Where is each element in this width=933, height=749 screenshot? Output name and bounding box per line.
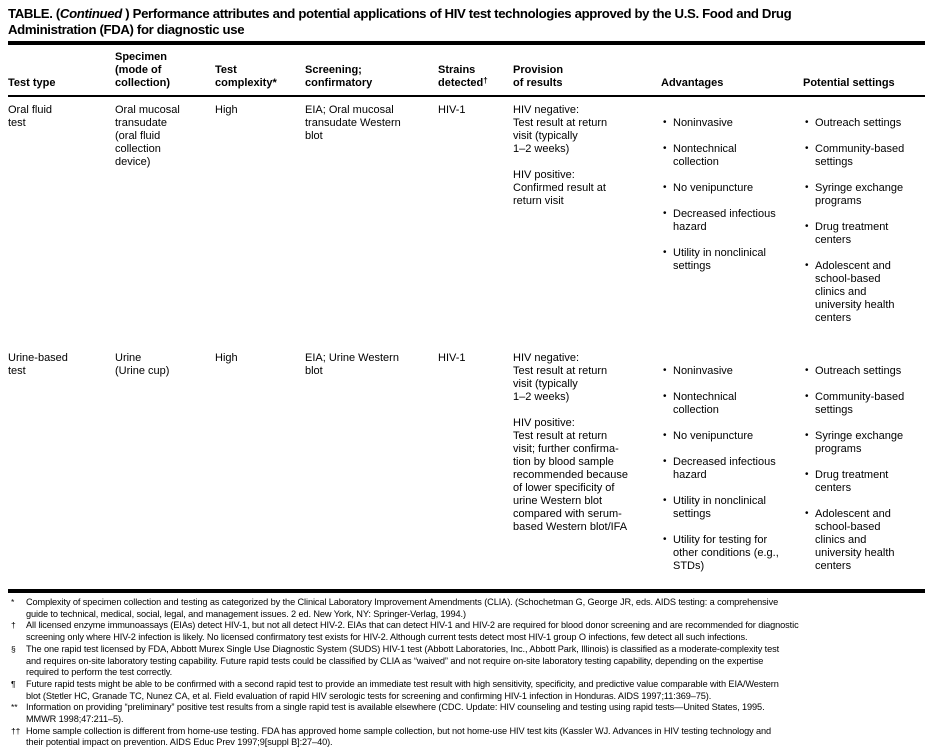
table-title: TABLE. (Continued ) Performance attribut… xyxy=(8,6,925,37)
column-header-advantages: Advantages xyxy=(661,77,724,89)
cell-specimen: Urine (Urine cup) xyxy=(115,352,170,377)
cell-strains-detected: HIV-1 xyxy=(438,104,466,116)
table-bottom-rule xyxy=(8,589,925,593)
cell-provision-of-results: HIV negative: Test result at return visi… xyxy=(513,104,608,207)
table-header-row: Test type Specimen (mode of collection) … xyxy=(8,51,925,95)
cell-advantages: Noninvasive Nontechnical collection No v… xyxy=(661,104,803,286)
advantage-item: Noninvasive xyxy=(661,116,797,130)
table-row-urine-based-test: Urine-based test Urine (Urine cup) High … xyxy=(8,338,925,586)
advantage-item: No venipuncture xyxy=(661,429,797,443)
setting-item: Syringe exchange programs xyxy=(803,181,919,208)
cell-test-type: Urine-based test xyxy=(8,352,68,377)
table-row-oral-fluid-test: Oral fluid test Oral mucosal transudate … xyxy=(8,97,925,338)
advantage-item: Utility for testing for other conditions… xyxy=(661,533,797,573)
footnote-marker: § xyxy=(11,643,16,654)
setting-item: Drug treatment centers xyxy=(803,468,919,495)
footnote-double-asterisk: ** Information on providing “preliminary… xyxy=(8,702,925,725)
setting-item: Syringe exchange programs xyxy=(803,429,919,456)
footnote-marker: ¶ xyxy=(11,678,16,689)
advantage-item: Noninvasive xyxy=(661,364,797,378)
advantage-item: No venipuncture xyxy=(661,181,797,195)
advantage-item: Nontechnical collection xyxy=(661,390,797,417)
setting-item: Adolescent and school-based clinics and … xyxy=(803,259,919,325)
footnote-section-mark: § The one rapid test licensed by FDA, Ab… xyxy=(8,644,925,679)
title-prefix: TABLE. ( xyxy=(8,6,60,21)
advantage-item: Utility in nonclinical settings xyxy=(661,246,797,273)
column-header-potential-settings: Potential settings xyxy=(803,77,895,89)
cell-strains-detected: HIV-1 xyxy=(438,352,466,364)
footnote-marker: ** xyxy=(11,702,18,713)
footnote-asterisk: * Complexity of specimen collection and … xyxy=(8,597,925,620)
footnote-text: Information on providing “preliminary” p… xyxy=(26,702,765,725)
advantage-item: Decreased infectious hazard xyxy=(661,207,797,234)
column-header-provision-of-results: Provision of results xyxy=(513,64,564,89)
document-page: TABLE. (Continued ) Performance attribut… xyxy=(0,0,933,657)
cell-potential-settings: Outreach settings Community-based settin… xyxy=(803,352,925,586)
setting-item: Outreach settings xyxy=(803,364,919,378)
column-header-test-complexity: Test complexity* xyxy=(215,64,277,89)
cell-specimen: Oral mucosal transudate (oral fluid coll… xyxy=(115,104,180,168)
column-header-specimen: Specimen (mode of collection) xyxy=(115,51,171,89)
footnote-pilcrow: ¶ Future rapid tests might be able to be… xyxy=(8,679,925,702)
dagger-footnote-marker: † xyxy=(483,76,488,85)
footnote-text: The one rapid test licensed by FDA, Abbo… xyxy=(26,643,780,678)
footnote-text: Complexity of specimen collection and te… xyxy=(26,597,779,619)
header-rule xyxy=(8,95,925,97)
title-line-1: TABLE. (Continued ) Performance attribut… xyxy=(8,6,925,22)
cell-screening-confirmatory: EIA; Oral mucosal transudate Western blo… xyxy=(305,104,401,142)
setting-item: Drug treatment centers xyxy=(803,220,919,247)
footnote-marker: * xyxy=(11,597,15,607)
footnote-text: Future rapid tests might be able to be c… xyxy=(26,678,779,701)
setting-item: Community-based settings xyxy=(803,390,919,417)
cell-test-complexity: High xyxy=(215,104,238,116)
strains-detected-label: Strains detected xyxy=(438,64,484,89)
advantage-item: Decreased infectious hazard xyxy=(661,455,797,482)
footnote-dagger: † All licensed enzyme immunoassays (EIAs… xyxy=(8,620,925,643)
title-rule xyxy=(8,41,925,45)
cell-test-type: Oral fluid test xyxy=(8,104,53,129)
column-header-test-type: Test type xyxy=(8,77,56,89)
footnote-marker: † xyxy=(11,620,16,631)
setting-item: Adolescent and school-based clinics and … xyxy=(803,507,919,573)
cell-screening-confirmatory: EIA; Urine Western blot xyxy=(305,352,399,377)
column-header-strains-detected: Strains detected† xyxy=(438,64,513,90)
footnote-text: All licensed enzyme immunoassays (EIAs) … xyxy=(26,620,799,643)
cell-potential-settings: Outreach settings Community-based settin… xyxy=(803,104,925,338)
setting-item: Outreach settings xyxy=(803,116,919,130)
title-line1-rest: ) Performance attributes and potential a… xyxy=(121,6,792,21)
setting-item: Community-based settings xyxy=(803,142,919,169)
advantage-item: Nontechnical collection xyxy=(661,142,797,169)
title-line-2: Administration (FDA) for diagnostic use xyxy=(8,21,245,37)
advantage-item: Utility in nonclinical settings xyxy=(661,494,797,521)
cell-advantages: Noninvasive Nontechnical collection No v… xyxy=(661,352,803,586)
footnotes-section: * Complexity of specimen collection and … xyxy=(8,597,925,749)
cell-provision-of-results: HIV negative: Test result at return visi… xyxy=(513,352,628,533)
footnote-marker: †† xyxy=(11,725,21,736)
title-continued: Continued xyxy=(59,6,122,21)
footnote-double-dagger: †† Home sample collection is different f… xyxy=(8,726,925,749)
cell-test-complexity: High xyxy=(215,352,238,364)
column-header-screening-confirmatory: Screening; confirmatory xyxy=(305,64,373,89)
footnote-text: Home sample collection is different from… xyxy=(26,725,772,748)
